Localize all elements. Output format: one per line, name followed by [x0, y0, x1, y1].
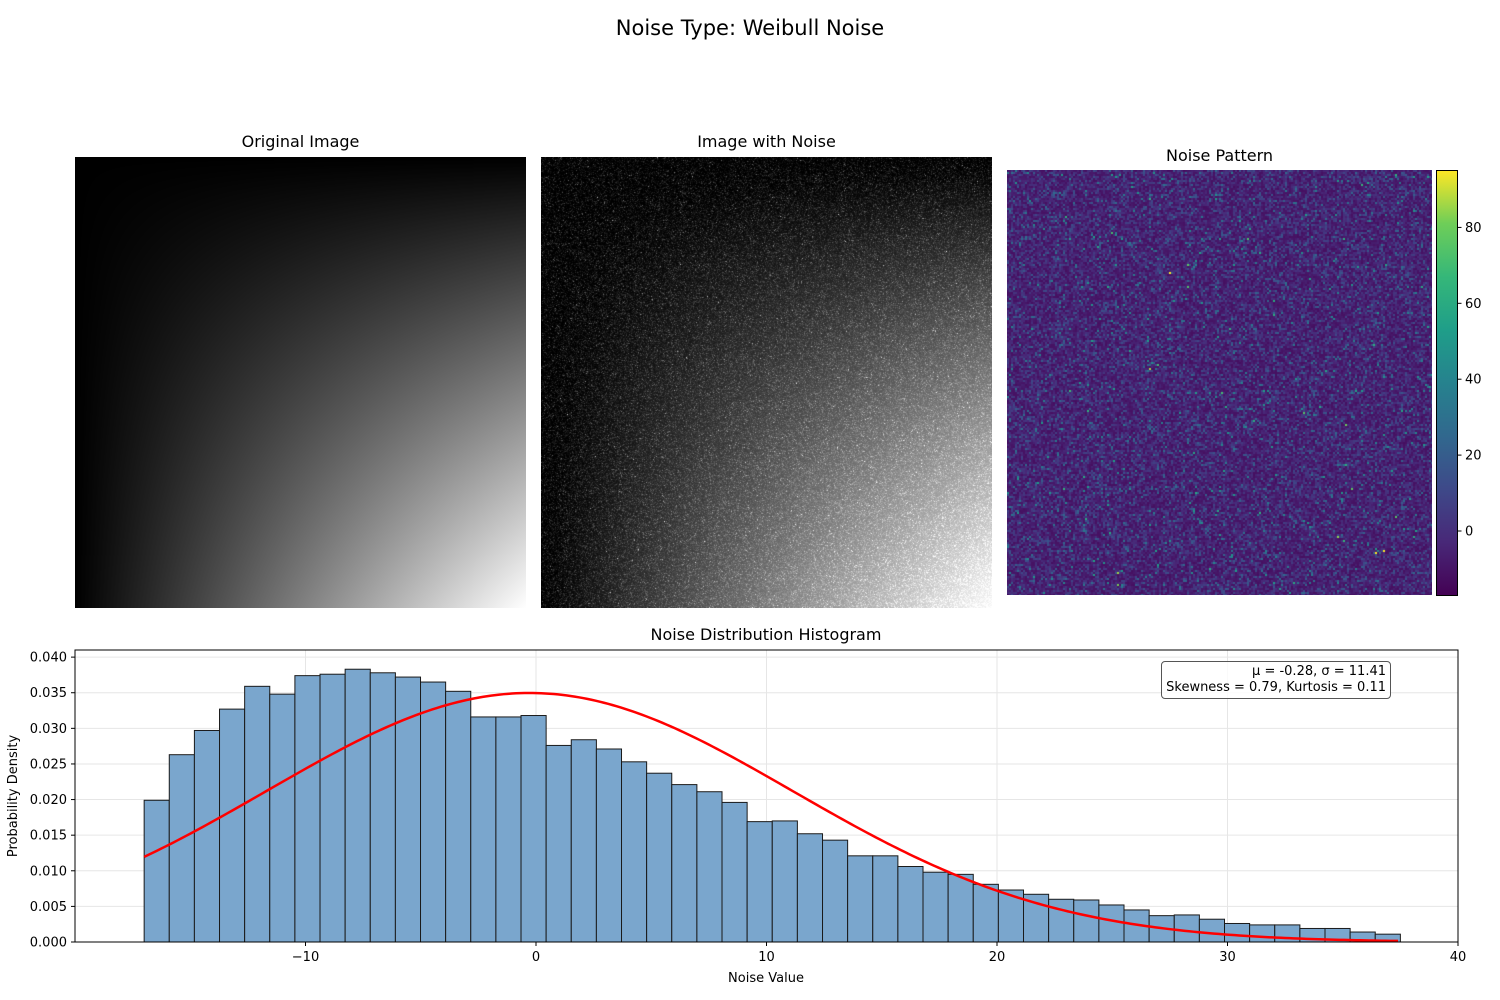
- histogram-bar: [721, 801, 748, 943]
- histogram-bar: [470, 716, 497, 943]
- y-tick-label: 0.010: [30, 864, 67, 879]
- histogram-bar: [1198, 918, 1226, 943]
- histogram-bar: [294, 675, 321, 943]
- histogram-bar: [193, 729, 221, 943]
- histogram-bar: [1098, 904, 1125, 943]
- stats-skew-kurtosis: Skewness = 0.79, Kurtosis = 0.11: [1166, 680, 1386, 695]
- histogram-bar: [847, 855, 874, 943]
- original-image: [75, 157, 526, 608]
- x-tick-label: 30: [1219, 950, 1236, 965]
- x-tick-label: 0: [532, 950, 540, 965]
- stats-box: μ = -0.28, σ = 11.41 Skewness = 0.79, Ku…: [1161, 661, 1391, 699]
- histogram-bar: [1073, 899, 1100, 943]
- stats-mean-sigma: μ = -0.28, σ = 11.41: [1252, 664, 1386, 679]
- noise-pattern-canvas: [1007, 170, 1432, 595]
- noisy-image-title: Image with Noise: [697, 132, 836, 151]
- histogram-bar: [269, 693, 296, 943]
- histogram-bar: [972, 883, 999, 943]
- y-tick-label: 0.015: [30, 829, 67, 844]
- colorbar-gradient: [1436, 170, 1458, 596]
- y-tick-label: 0.025: [30, 757, 67, 772]
- x-axis-ticks: −10 0 10 20 30 40: [292, 942, 1466, 965]
- noise-pattern-image: [1007, 170, 1432, 595]
- histogram-bar: [696, 791, 723, 943]
- y-axis-ticks: 0.000 0.005 0.010 0.015 0.020 0.025 0.030 0.035…: [30, 651, 75, 951]
- histogram-bar: [495, 716, 522, 943]
- y-tick-label: 0.005: [30, 900, 67, 915]
- histogram-bar: [1224, 922, 1251, 943]
- histogram-bar: [369, 672, 396, 943]
- histogram-bar: [671, 784, 698, 943]
- histogram-bars: [143, 668, 1401, 943]
- y-tick-label: 0.020: [30, 793, 67, 808]
- x-tick-label: −10: [292, 950, 319, 965]
- colorbar: 0 20 40 60 80: [1436, 170, 1482, 596]
- y-tick-label: 0.000: [30, 936, 67, 951]
- histogram-bar: [319, 673, 346, 943]
- histogram-bar: [420, 681, 447, 943]
- histogram-bar: [947, 873, 974, 943]
- histogram-bar: [595, 748, 623, 943]
- histogram-bar: [1173, 914, 1200, 943]
- histogram-bar: [897, 866, 924, 943]
- colorbar-tick-label: 60: [1465, 297, 1482, 312]
- histogram-bar: [394, 676, 422, 943]
- y-tick-label: 0.040: [30, 651, 67, 666]
- x-tick-label: 10: [758, 950, 775, 965]
- x-tick-label: 40: [1450, 950, 1467, 965]
- y-tick-label: 0.030: [30, 722, 67, 737]
- histogram-bar: [621, 761, 648, 943]
- histogram-bar: [219, 708, 246, 943]
- histogram-bar: [872, 855, 899, 943]
- histogram-bar: [143, 799, 170, 943]
- histogram-bar: [922, 871, 949, 943]
- colorbar-tick-label: 40: [1465, 373, 1482, 388]
- x-tick-label: 20: [989, 950, 1006, 965]
- y-tick-label: 0.035: [30, 686, 67, 701]
- y-axis-label: Probability Density: [6, 735, 21, 858]
- x-axis-label: Noise Value: [728, 971, 804, 986]
- histogram-bar: [771, 820, 798, 943]
- histogram-chart: Noise Distribution Histogram −10 0 10 20 30 4…: [6, 625, 1466, 986]
- histogram-bar: [796, 833, 824, 943]
- original-image-canvas: [75, 157, 526, 608]
- histogram-title: Noise Distribution Histogram: [651, 625, 882, 644]
- histogram-bar: [520, 715, 547, 943]
- histogram-bar: [646, 772, 673, 943]
- histogram-bar: [746, 821, 773, 943]
- noisy-image: [541, 157, 992, 608]
- histogram-bar: [344, 668, 371, 943]
- histogram-bar: [168, 754, 195, 943]
- histogram-bar: [822, 839, 849, 943]
- histogram-bar: [244, 685, 271, 943]
- noise-pattern-title: Noise Pattern: [1165, 146, 1274, 165]
- colorbar-tick-label: 20: [1465, 449, 1482, 464]
- histogram-bar: [1249, 924, 1276, 943]
- colorbar-tick-label: 0: [1465, 524, 1473, 539]
- figure-title: Noise Type: Weibull Noise: [615, 16, 885, 40]
- histogram-bar: [570, 739, 597, 943]
- normal-fit-curve: [143, 691, 1399, 943]
- histogram-bar: [445, 690, 472, 943]
- histogram-bar: [545, 744, 572, 943]
- original-image-title: Original Image: [241, 132, 360, 151]
- noisy-image-canvas: [541, 157, 992, 608]
- colorbar-tick-label: 80: [1465, 221, 1482, 236]
- histogram-bar: [1048, 898, 1075, 943]
